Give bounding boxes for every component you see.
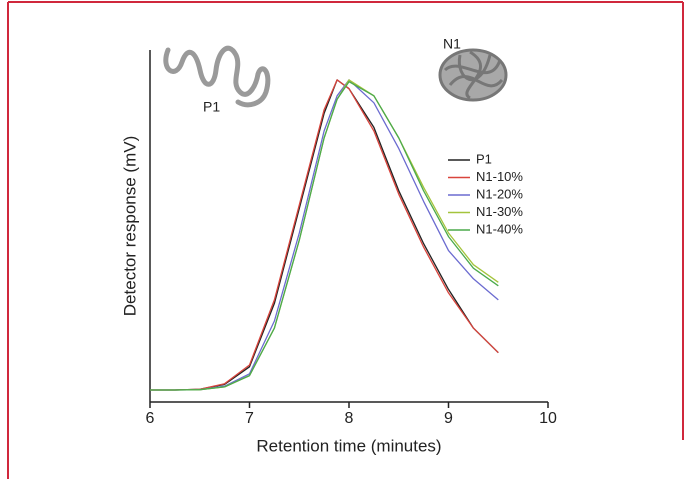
legend-label: P1 [476, 151, 492, 166]
x-tick-label: 6 [146, 410, 155, 427]
x-tick-label: 9 [444, 410, 453, 427]
x-axis-title: Retention time (minutes) [256, 436, 441, 455]
series-line [150, 79, 499, 391]
annotation: N1 [443, 36, 461, 52]
x-tick-label: 7 [245, 410, 254, 427]
y-axis-title: Detector response (mV) [120, 136, 139, 316]
series-line [150, 79, 499, 391]
series-line [150, 81, 499, 391]
x-tick-label: 10 [539, 410, 557, 427]
legend-label: N1-20% [476, 186, 523, 201]
legend-label: N1-40% [476, 221, 523, 236]
annotation: P1 [203, 99, 220, 115]
series-line [150, 79, 499, 391]
frame [7, 1, 684, 479]
x-tick-label: 8 [345, 410, 354, 427]
nanoparticle-icon [438, 48, 508, 102]
polymer-icon [163, 45, 271, 108]
legend-label: N1-10% [476, 169, 523, 184]
series-line [150, 79, 499, 391]
legend-label: N1-30% [476, 204, 523, 219]
